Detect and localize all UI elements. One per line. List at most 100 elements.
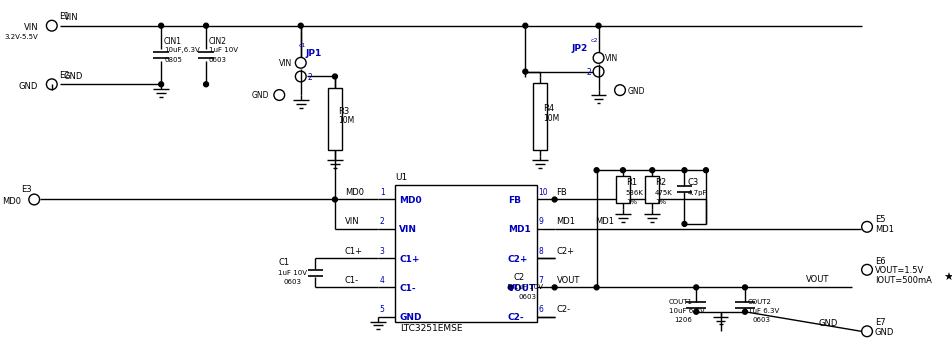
Circle shape bbox=[694, 285, 699, 290]
Text: 5: 5 bbox=[380, 305, 385, 314]
Text: 1uF 10V: 1uF 10V bbox=[514, 285, 543, 290]
Circle shape bbox=[743, 285, 747, 290]
Text: MD1: MD1 bbox=[596, 217, 615, 226]
Text: GND: GND bbox=[875, 328, 894, 337]
Circle shape bbox=[650, 168, 655, 173]
Text: GND: GND bbox=[19, 82, 38, 91]
Circle shape bbox=[594, 168, 599, 173]
Text: 10uF 6.3V: 10uF 6.3V bbox=[669, 308, 704, 314]
Text: 1%: 1% bbox=[655, 200, 666, 205]
Text: GND: GND bbox=[818, 319, 838, 328]
Circle shape bbox=[332, 197, 337, 202]
Text: MD1: MD1 bbox=[557, 217, 576, 226]
Text: GND: GND bbox=[627, 87, 645, 96]
Circle shape bbox=[159, 82, 164, 87]
Text: E3: E3 bbox=[22, 185, 32, 194]
Text: 536K: 536K bbox=[625, 190, 644, 196]
Text: R2: R2 bbox=[655, 178, 666, 187]
Circle shape bbox=[704, 168, 708, 173]
Text: COUT2: COUT2 bbox=[748, 299, 772, 305]
Text: VIN: VIN bbox=[345, 217, 359, 226]
Text: 1uF 10V: 1uF 10V bbox=[278, 270, 307, 276]
Text: C2+: C2+ bbox=[557, 247, 575, 256]
Text: MD0: MD0 bbox=[400, 196, 422, 205]
Text: MD1: MD1 bbox=[875, 225, 894, 234]
Circle shape bbox=[332, 74, 337, 79]
Circle shape bbox=[204, 23, 208, 28]
Text: 2: 2 bbox=[586, 68, 591, 77]
Text: C2: C2 bbox=[514, 273, 525, 282]
Circle shape bbox=[552, 197, 557, 202]
Text: COUT1: COUT1 bbox=[669, 299, 693, 305]
Text: 1uF 10V: 1uF 10V bbox=[209, 47, 238, 53]
Text: 2: 2 bbox=[380, 217, 385, 226]
Circle shape bbox=[596, 23, 601, 28]
Text: MD1: MD1 bbox=[507, 225, 530, 234]
Text: 6: 6 bbox=[538, 305, 543, 314]
Circle shape bbox=[159, 23, 164, 28]
Text: VOUT: VOUT bbox=[805, 275, 829, 284]
Circle shape bbox=[594, 285, 599, 290]
Text: R3: R3 bbox=[338, 107, 349, 116]
Text: C1-: C1- bbox=[400, 284, 416, 293]
Text: 475K: 475K bbox=[655, 190, 673, 196]
Bar bbox=[616, 176, 630, 203]
Text: 10uF,6.3V: 10uF,6.3V bbox=[164, 47, 200, 53]
Text: 0603: 0603 bbox=[753, 317, 771, 323]
Text: 0603: 0603 bbox=[209, 57, 227, 63]
Text: C2+: C2+ bbox=[507, 255, 528, 263]
Text: 3.2V-5.5V: 3.2V-5.5V bbox=[5, 34, 38, 40]
Text: E1: E1 bbox=[59, 12, 69, 21]
Circle shape bbox=[508, 285, 513, 290]
Text: MD0: MD0 bbox=[3, 197, 22, 206]
Text: C3: C3 bbox=[687, 178, 699, 187]
Circle shape bbox=[743, 309, 747, 314]
Circle shape bbox=[523, 69, 527, 74]
Text: 1206: 1206 bbox=[675, 317, 692, 323]
Text: 1%: 1% bbox=[625, 200, 637, 205]
Text: c2: c2 bbox=[591, 38, 598, 43]
Text: 0603: 0603 bbox=[519, 294, 537, 300]
Text: VIN: VIN bbox=[605, 54, 619, 64]
Text: R1: R1 bbox=[625, 178, 637, 187]
Text: GND: GND bbox=[64, 72, 83, 81]
Text: 10M: 10M bbox=[543, 114, 559, 123]
Text: 2: 2 bbox=[307, 73, 312, 82]
Text: 4: 4 bbox=[380, 276, 385, 285]
Text: JP1: JP1 bbox=[306, 49, 322, 57]
Text: GND: GND bbox=[400, 313, 422, 322]
Circle shape bbox=[682, 221, 687, 226]
Bar bbox=[328, 88, 342, 150]
Text: VOUT=1.5V: VOUT=1.5V bbox=[875, 266, 924, 275]
Text: VIN: VIN bbox=[24, 23, 38, 32]
Text: VIN: VIN bbox=[400, 225, 417, 234]
Text: 0805: 0805 bbox=[164, 57, 182, 63]
Text: 0603: 0603 bbox=[283, 280, 301, 286]
Text: VIN: VIN bbox=[64, 14, 78, 22]
Text: CIN1: CIN1 bbox=[164, 37, 182, 46]
Text: C2-: C2- bbox=[557, 305, 570, 314]
Text: FB: FB bbox=[507, 196, 521, 205]
Text: C2-: C2- bbox=[507, 313, 525, 322]
Text: 7: 7 bbox=[538, 276, 543, 285]
Text: IOUT=500mA: IOUT=500mA bbox=[875, 276, 932, 285]
Text: E7: E7 bbox=[875, 318, 885, 327]
Circle shape bbox=[552, 285, 557, 290]
Text: 1uF 6.3V: 1uF 6.3V bbox=[748, 308, 779, 314]
Text: C1-: C1- bbox=[345, 276, 359, 285]
Text: VOUT: VOUT bbox=[557, 276, 580, 285]
Bar bbox=[395, 185, 537, 322]
Text: C1: C1 bbox=[278, 258, 289, 267]
Text: MD0: MD0 bbox=[345, 188, 364, 197]
Text: CIN2: CIN2 bbox=[209, 37, 227, 46]
Circle shape bbox=[204, 82, 208, 87]
Text: 1: 1 bbox=[380, 188, 385, 197]
Text: E5: E5 bbox=[875, 215, 885, 223]
Bar bbox=[533, 83, 546, 150]
Text: C1+: C1+ bbox=[400, 255, 420, 263]
Text: R4: R4 bbox=[543, 104, 554, 113]
Text: 4.7pF: 4.7pF bbox=[687, 190, 707, 196]
Circle shape bbox=[682, 168, 687, 173]
Text: 9: 9 bbox=[538, 217, 543, 226]
Text: E2: E2 bbox=[59, 71, 69, 80]
